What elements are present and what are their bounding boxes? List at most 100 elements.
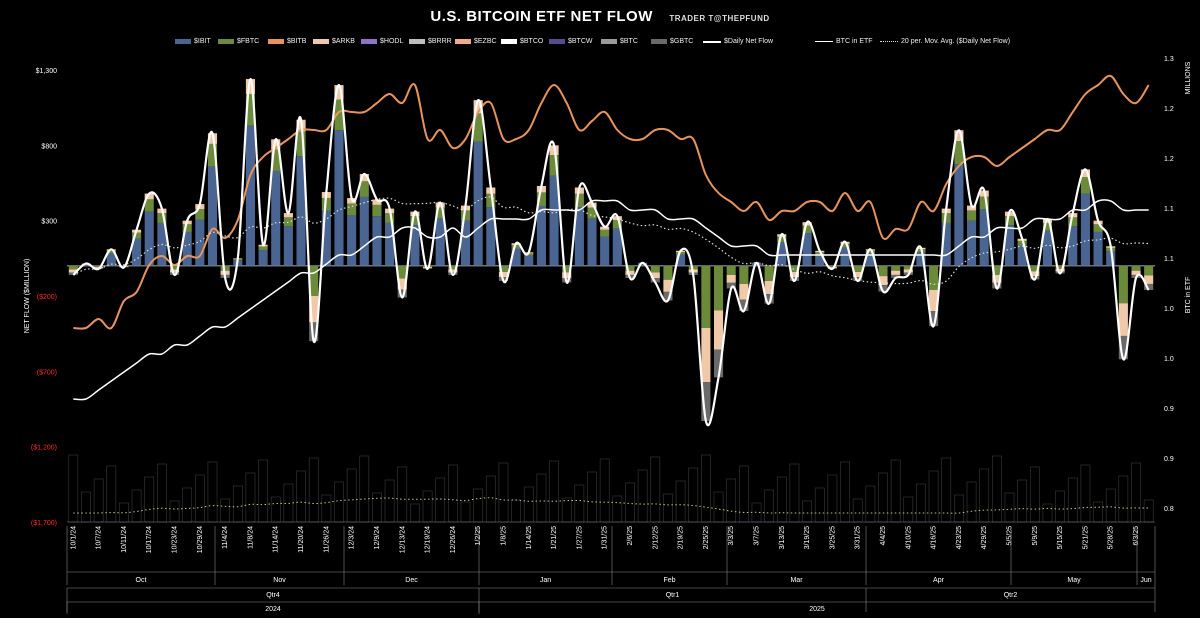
flow-bar-arkb [903, 269, 913, 273]
y2-axis-title: BTC in ETF [1185, 277, 1192, 314]
flow-bar-gbtc [1144, 283, 1154, 290]
volume-bar [498, 462, 509, 523]
flow-bar-arkb [625, 270, 635, 275]
flow-bar-ibit [359, 196, 369, 266]
year-label: 2025 [809, 606, 825, 613]
flow-bar-ibit [271, 170, 281, 266]
flow-bar-fbtc [182, 224, 192, 232]
y2-tick-label: 1.3 [1164, 56, 1174, 63]
flow-bar-ibit [751, 263, 762, 266]
flow-bar-arkb [562, 272, 572, 279]
flow-bar-ibit [182, 231, 192, 266]
y-tick-label: ($700) [37, 369, 57, 376]
month-label: Dec [405, 577, 418, 584]
volume-bar [93, 478, 104, 523]
volume-bar [270, 496, 281, 523]
y-tick-label: $300 [41, 219, 57, 226]
volume-bar [1004, 492, 1015, 523]
legend-swatch [549, 39, 565, 44]
flow-bar-fbtc [903, 265, 913, 270]
volume-bar [587, 471, 597, 523]
flow-bar-fbtc [777, 236, 787, 243]
flow-bar-fbtc [1093, 224, 1103, 232]
x-tick-label: 10/17/24 [146, 526, 153, 553]
flow-bar-fbtc [979, 196, 989, 210]
lower-trend-line [73, 497, 1149, 514]
flow-bar-fbtc [1068, 217, 1078, 227]
flow-bar-ibit [144, 211, 154, 266]
legend-label: BTC in ETF [836, 38, 873, 45]
flow-bar-ibit [372, 216, 382, 266]
volume-bar [561, 497, 572, 523]
volume-bar [232, 485, 243, 523]
y2-tick-label: 1.2 [1164, 156, 1174, 163]
x-tick-label: 11/8/24 [247, 526, 254, 549]
flow-bar-fbtc [207, 143, 218, 167]
month-label: Feb [663, 577, 675, 584]
flow-bar-arkb [1144, 275, 1154, 284]
flow-bar-ibit [486, 207, 496, 266]
legend-label: $Daily Net Flow [724, 38, 774, 45]
legend-label: $EZBC [474, 38, 497, 45]
flow-bar-fbtc [271, 149, 281, 171]
volume-bar [802, 500, 812, 523]
flow-bar-arkb [473, 100, 483, 114]
chart-title: U.S. BITCOIN ETF NET FLOW [430, 8, 653, 25]
flow-bar-fbtc [245, 93, 255, 126]
flow-bar-arkb [878, 276, 888, 286]
legend-swatch [455, 39, 471, 44]
legend-item: $BTCO [501, 38, 543, 45]
flow-bar-fbtc [549, 154, 559, 176]
x-tick-label: 5/5/25 [1007, 526, 1014, 546]
volume-bar [460, 501, 471, 523]
flow-bar-arkb [1131, 270, 1141, 275]
flow-bar-fbtc [688, 265, 698, 270]
flow-bar-fbtc [106, 250, 116, 254]
x-tick-label: 3/19/25 [804, 526, 811, 549]
flow-bar-gbtc [992, 282, 1002, 289]
flow-bar-arkb [309, 296, 319, 323]
flow-bar-fbtc [473, 113, 483, 142]
flow-bar-fbtc [144, 199, 154, 212]
volume-bar [182, 487, 193, 523]
y-tick-label: $800 [41, 143, 57, 150]
flow-bar-ibit [207, 166, 218, 266]
x-tick-label: 12/19/24 [425, 526, 432, 553]
volume-bar [245, 472, 256, 523]
y-axis-title: NET FLOW ($MILLION) [24, 259, 31, 334]
flow-bar-arkb [1080, 169, 1090, 178]
legend-item: $BITB [268, 38, 306, 45]
flow-bar-ibit [954, 164, 964, 266]
flow-bar-ibit [1068, 226, 1078, 266]
flow-bar-arkb [435, 202, 445, 208]
y2-tick-label: 1.1 [1164, 206, 1174, 213]
flow-bar-fbtc [827, 265, 837, 268]
flow-bar-ibit [296, 156, 306, 266]
volume-bar [410, 503, 420, 523]
flow-bar-fbtc [954, 141, 964, 165]
volume-bar [1067, 477, 1078, 523]
volume-bar [169, 500, 180, 523]
x-tick-label: 10/7/24 [96, 526, 103, 549]
flow-bar-ibit [106, 253, 116, 266]
flow-bar-fbtc [562, 265, 572, 273]
flow-bar-ibit [132, 238, 142, 266]
flow-bar-gbtc [878, 285, 888, 292]
volume-bar [308, 457, 319, 523]
volume-bar [979, 468, 990, 523]
flow-bar-arkb [498, 271, 509, 278]
volume-bar [131, 489, 142, 523]
x-tick-label: 3/3/25 [728, 526, 735, 546]
legend-swatch [313, 39, 329, 44]
flow-bar-gbtc [789, 277, 799, 281]
volume-bar [549, 460, 559, 523]
volume-bar [776, 476, 787, 523]
flow-bar-fbtc [676, 252, 686, 255]
flow-bar-ibit [967, 220, 977, 266]
flow-bar-fbtc [865, 250, 875, 254]
x-tick-label: 1/31/25 [602, 526, 609, 549]
volume-bar [1055, 490, 1065, 523]
y2-tick-label: 0.9 [1164, 406, 1174, 413]
x-tick-label: 12/3/24 [349, 526, 356, 549]
